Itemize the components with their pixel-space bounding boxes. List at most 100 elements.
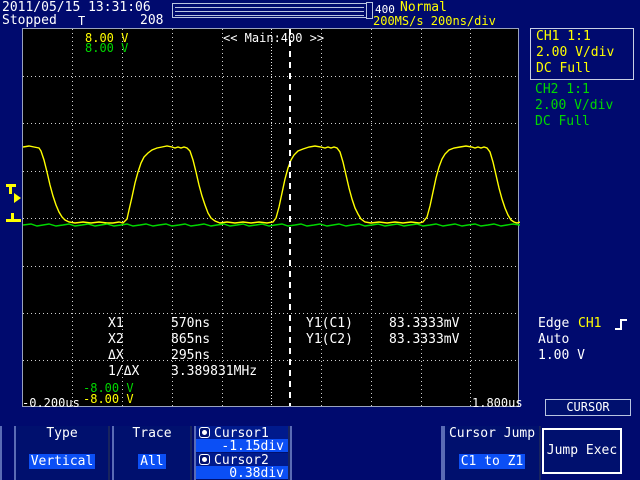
trigger-level-arrow-icon: [14, 193, 21, 203]
meas-label-x2: X2: [108, 332, 124, 347]
trigger-type-label: Edge: [538, 316, 570, 331]
grid-line-center-horizontal: [23, 218, 518, 219]
meas-label-dx: ΔX: [108, 348, 124, 363]
ch2-settings-box[interactable]: CH2 1:1 2.00 V/div DC Full: [530, 82, 634, 134]
cursor1-label: Cursor1: [214, 426, 269, 441]
menu-panel-cursors[interactable]: Cursor1 -1.15div Cursor2 0.38div: [194, 426, 290, 480]
cursor-jump-value-text: C1 to Z1: [458, 454, 526, 469]
ch1-trace: [23, 145, 520, 224]
time-label-right: 1.800us: [472, 396, 523, 410]
grid-line-horizontal: [23, 171, 518, 172]
grid-line-vertical: [222, 29, 223, 406]
cursor1-radio-icon[interactable]: [199, 427, 210, 438]
jump-exec-button[interactable]: Jump Exec: [542, 428, 622, 474]
ch2-top-scale-label: 8.00 V: [85, 41, 129, 55]
acquisition-mode-label: Normal: [400, 0, 447, 15]
ch1-probe-label: CH1 1:1: [536, 29, 591, 44]
grid-line-horizontal: [23, 266, 518, 267]
trigger-mode-label: Auto: [538, 332, 570, 347]
trace-panel-value[interactable]: All: [114, 454, 190, 469]
ch1-settings-box[interactable]: CH1 1:1 2.00 V/div DC Full: [530, 28, 634, 80]
menu-divider: [0, 426, 2, 480]
meas-value-y1c2: 83.3333mV: [389, 332, 460, 347]
trigger-source-label: CH1: [578, 316, 602, 331]
trace-panel-title: Trace: [132, 426, 172, 441]
grid-line-horizontal: [23, 313, 518, 314]
trigger-count-label: 208: [140, 13, 164, 28]
cursor1-value-row[interactable]: -1.15div: [196, 439, 288, 454]
ch2-probe-label: CH2 1:1: [535, 82, 590, 97]
rising-edge-icon: [615, 319, 628, 330]
waveform-traces: [23, 145, 520, 227]
ch2-coupling-label: DC Full: [535, 114, 590, 129]
grid-line-horizontal: [23, 360, 518, 361]
memory-bar[interactable]: [172, 3, 367, 18]
ch1-coupling-label: DC Full: [536, 61, 591, 76]
meas-label-y1c2: Y1(C2): [306, 332, 353, 347]
menu-panel-trace[interactable]: Trace All: [112, 426, 192, 480]
memory-bar-handle[interactable]: [366, 2, 373, 19]
jump-exec-label: Jump Exec: [546, 443, 618, 458]
sample-rate-label: 200MS/s 200ns/div: [373, 14, 496, 28]
grid-line-vertical: [72, 29, 73, 406]
cursor2-radio-icon[interactable]: [199, 454, 210, 465]
trigger-level-label: 1.00 V: [538, 348, 585, 363]
memory-bar-line: [175, 15, 364, 16]
waveform-graticule[interactable]: << Main:400 >> 8.00 V 8.00 V -8.00 V -8.…: [22, 28, 520, 407]
trace-panel-value-text: All: [138, 454, 166, 469]
datetime-label: 2011/05/15 13:31:06: [2, 0, 151, 15]
cursor2-row[interactable]: Cursor2: [196, 453, 288, 468]
meas-value-dx: 295ns: [171, 348, 211, 363]
memory-bar-line: [175, 11, 364, 12]
grid-line-vertical: [470, 29, 471, 406]
trigger-marker-icon: T: [78, 14, 86, 28]
type-panel-value[interactable]: Vertical: [16, 454, 108, 469]
menu-divider: [290, 426, 292, 480]
grid-line-horizontal: [23, 76, 518, 77]
ch2-bottom-scale-label: -8.00 V: [83, 381, 134, 395]
ch1-ground-marker-stem: [11, 213, 14, 220]
ch1-ground-marker-icon[interactable]: [6, 219, 21, 222]
type-panel-title: Type: [46, 426, 78, 441]
ch1-volts-div-label: 2.00 V/div: [536, 45, 615, 60]
memory-bar-line: [175, 7, 364, 8]
cursor1-row[interactable]: Cursor1: [196, 426, 288, 441]
menu-divider: [441, 426, 443, 480]
cursor1-value: -1.15div: [221, 439, 284, 454]
grid-line-horizontal: [23, 123, 518, 124]
ch2-volts-div-label: 2.00 V/div: [535, 98, 614, 113]
meas-label-invdx: 1/ΔX: [108, 364, 140, 379]
bottom-menu-bar: Type Vertical Trace All Cursor1 -1.15div…: [0, 426, 640, 480]
grid-line-vertical: [172, 29, 173, 406]
meas-value-invdx: 3.389831MHz: [171, 364, 258, 379]
meas-value-x2: 865ns: [171, 332, 211, 347]
ch1-top-scale-label: 8.00 V: [85, 31, 129, 45]
meas-label-x1: X1: [108, 316, 124, 331]
grid-line-vertical: [321, 29, 322, 406]
cursor2-value-row[interactable]: 0.38div: [196, 466, 288, 480]
cursor-line-vertical[interactable]: [289, 29, 291, 406]
time-label-left: -0.200us: [22, 396, 80, 410]
main-timebase-nav[interactable]: << Main:400 >>: [223, 31, 325, 45]
grid-line-vertical: [421, 29, 422, 406]
cursor2-value: 0.38div: [229, 466, 284, 480]
grid-line-center-vertical: [271, 29, 272, 406]
meas-value-x1: 570ns: [171, 316, 211, 331]
status-bar: 2011/05/15 13:31:06 Stopped T 208 Normal…: [0, 0, 640, 28]
ch1-bottom-scale-label: -8.00 V: [83, 392, 134, 406]
ch2-trace: [23, 223, 520, 227]
grid-line-vertical: [122, 29, 123, 406]
cursor-jump-value[interactable]: C1 to Z1: [445, 454, 539, 469]
trigger-settings-box[interactable]: Edge CH1 Auto 1.00 V: [530, 316, 638, 368]
run-state-label: Stopped: [2, 13, 57, 28]
meas-label-y1c1: Y1(C1): [306, 316, 353, 331]
cursor2-label: Cursor2: [214, 453, 269, 468]
trigger-level-marker-icon[interactable]: [6, 184, 21, 196]
cursor-menu-title: CURSOR: [545, 399, 631, 416]
grid-line-vertical: [371, 29, 372, 406]
meas-value-y1c1: 83.3333mV: [389, 316, 460, 331]
menu-panel-type[interactable]: Type Vertical: [14, 426, 110, 480]
memory-position-label: 400: [375, 3, 395, 16]
menu-panel-cursor-jump[interactable]: Cursor Jump C1 to Z1: [443, 426, 541, 480]
